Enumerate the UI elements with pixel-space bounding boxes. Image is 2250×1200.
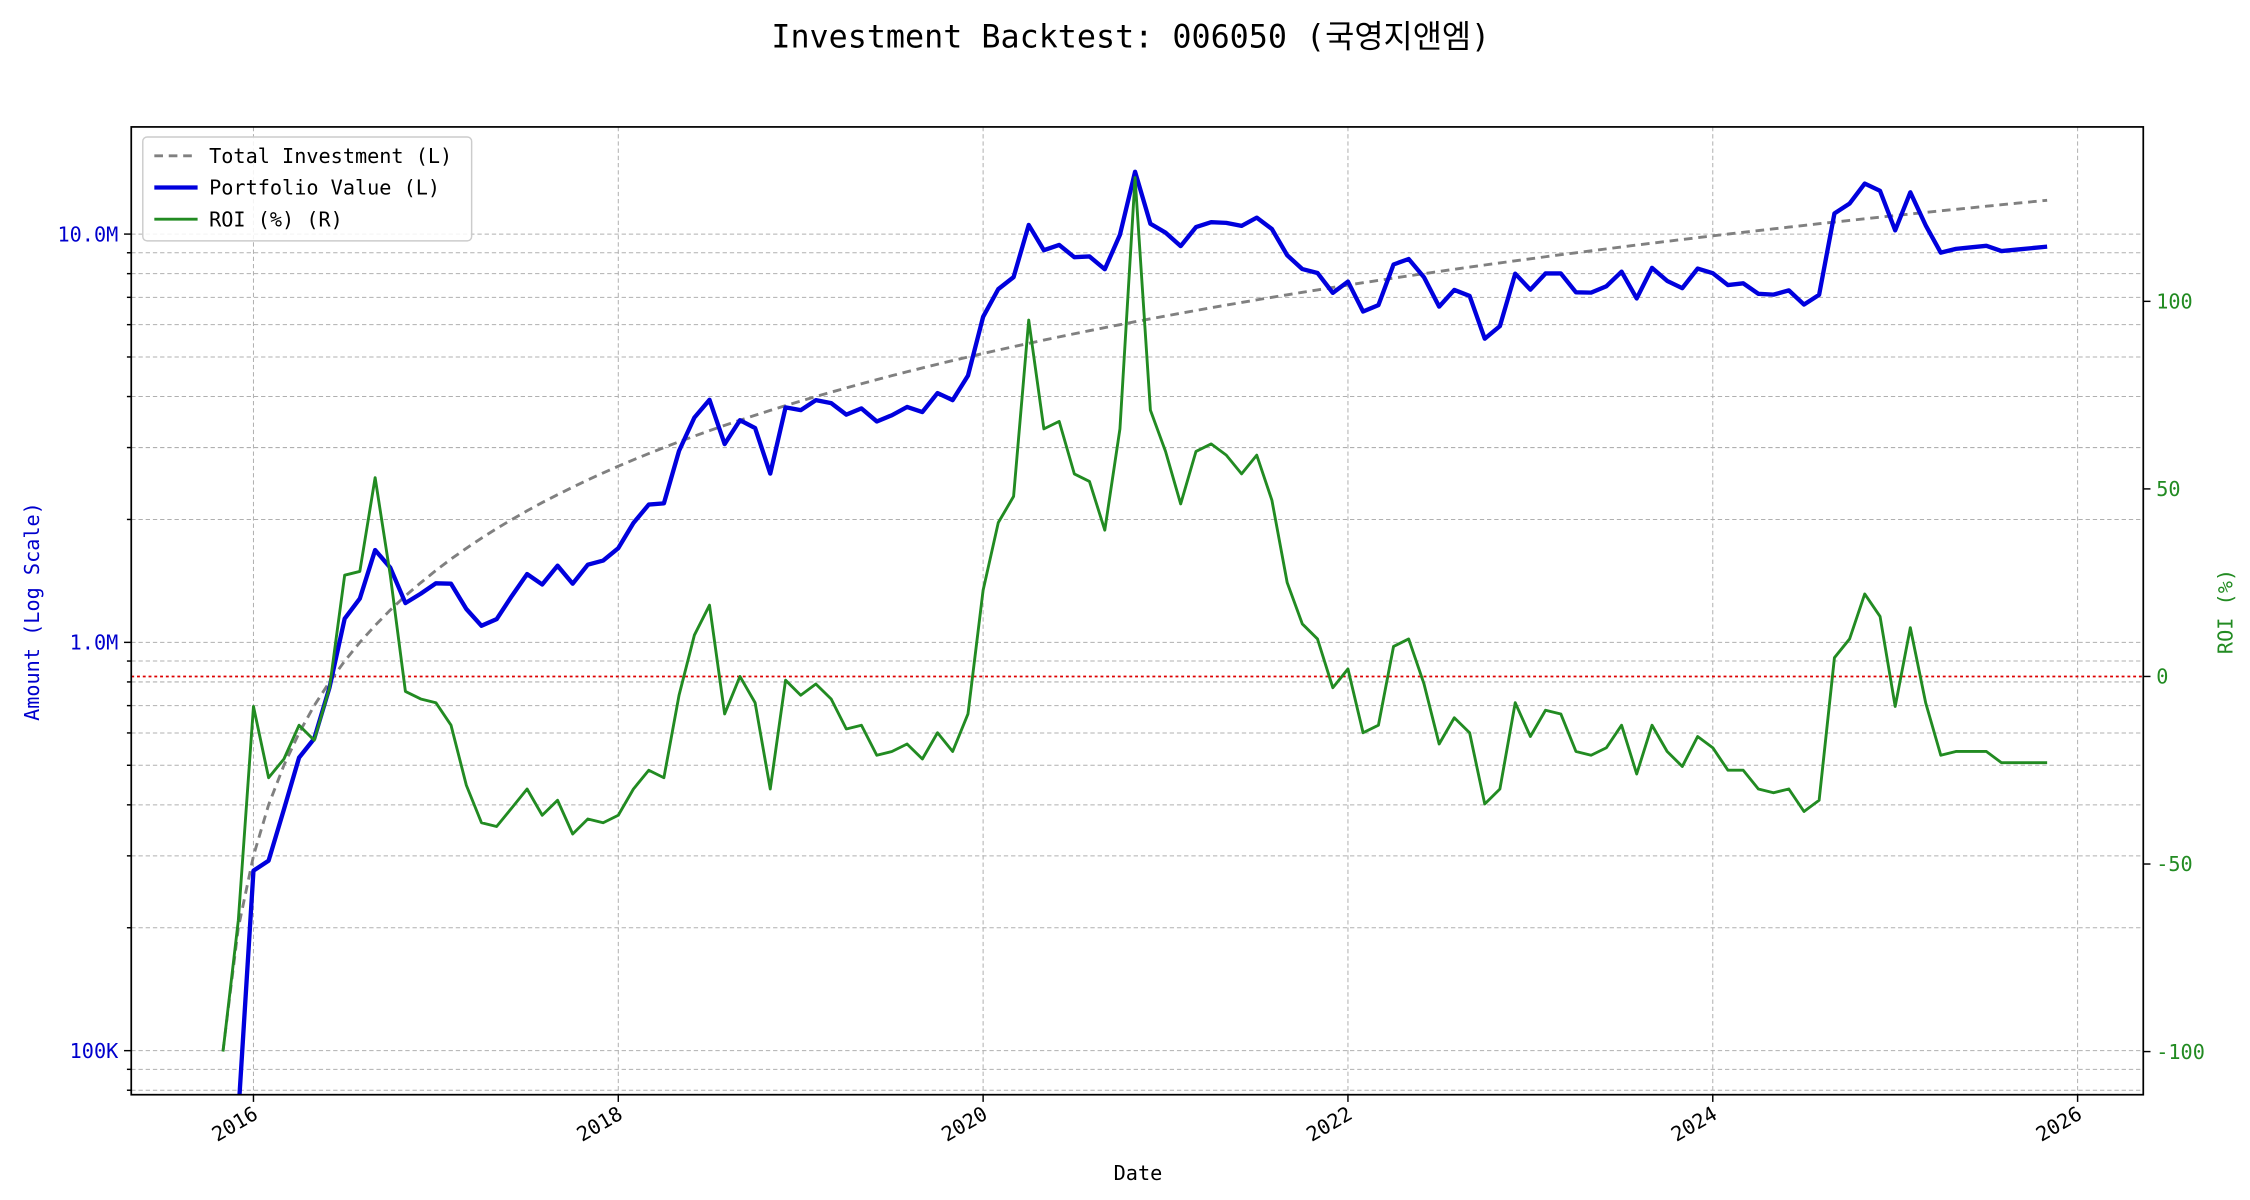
x-axis-label: Date xyxy=(1114,1161,1163,1185)
chart-title: Investment Backtest: 006050 (국영지앤엠) xyxy=(771,20,1490,56)
series-line xyxy=(237,169,2048,1095)
y2-tick-label: 0 xyxy=(2156,665,2168,689)
y-tick-label: 100K xyxy=(70,1039,119,1063)
y2-tick-label: -100 xyxy=(2156,1040,2205,1064)
y2-axis-label: ROI (%) xyxy=(2214,569,2238,654)
y2-tick-label: 50 xyxy=(2156,477,2180,501)
series-line xyxy=(221,198,2048,1051)
axes-frame xyxy=(130,126,2145,1096)
y-tick-label: 1.0M xyxy=(70,631,119,655)
legend: Total Investment (L) Portfolio Value (L) R… xyxy=(142,136,473,242)
legend-label: ROI (%) (R) xyxy=(209,207,343,231)
series-line xyxy=(221,176,2048,1052)
legend-box xyxy=(142,136,473,242)
y2-tick-label: -50 xyxy=(2156,852,2192,876)
grid xyxy=(131,126,2144,1095)
plot-area xyxy=(131,169,2144,1095)
y-tick-label: 10.0M xyxy=(57,222,118,246)
y2-tick-label: 100 xyxy=(2156,290,2192,314)
legend-label: Total Investment (L) xyxy=(209,144,452,168)
y-axis-label: Amount (Log Scale) xyxy=(20,502,44,721)
legend-label: Portfolio Value (L) xyxy=(209,176,440,200)
